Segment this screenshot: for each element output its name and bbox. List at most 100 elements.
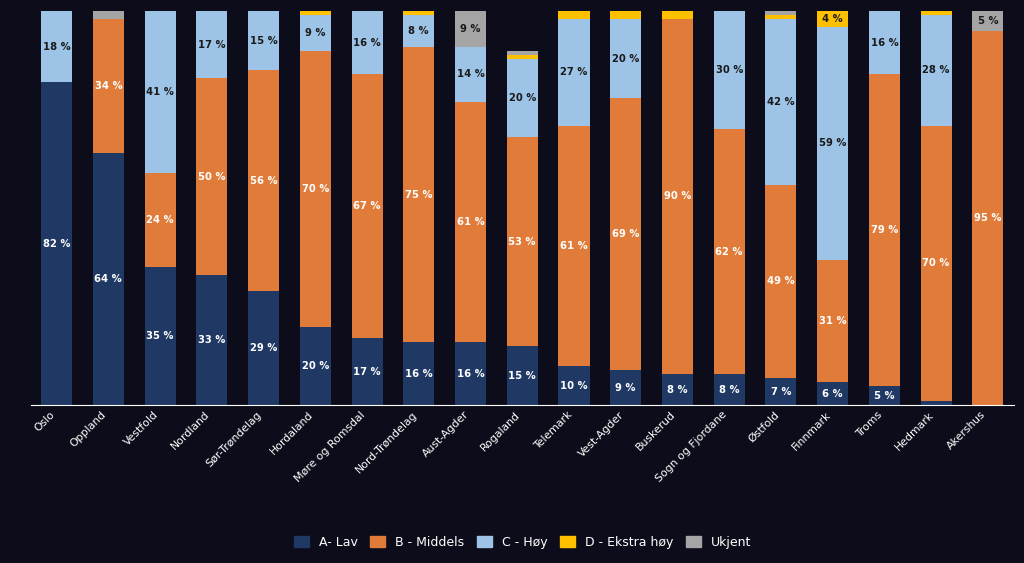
Text: 4 %: 4 % — [822, 14, 843, 24]
Bar — [973, 11, 1004, 31]
Bar — [765, 185, 797, 378]
Text: 34 %: 34 % — [94, 81, 122, 91]
Bar — [921, 401, 951, 405]
Text: 15 %: 15 % — [508, 371, 537, 381]
Bar — [662, 11, 693, 19]
Text: 5 %: 5 % — [978, 16, 998, 26]
Bar — [507, 55, 538, 59]
Text: 18 %: 18 % — [43, 42, 71, 52]
Bar — [351, 338, 383, 405]
Text: 6 %: 6 % — [822, 388, 843, 399]
Bar — [662, 19, 693, 374]
Bar — [144, 11, 175, 173]
Text: 61 %: 61 % — [457, 217, 484, 227]
Text: 20 %: 20 % — [509, 93, 536, 103]
Text: 16 %: 16 % — [870, 38, 898, 48]
Bar — [197, 11, 227, 78]
Text: 9 %: 9 % — [460, 24, 480, 34]
Text: 10 %: 10 % — [560, 381, 588, 391]
Bar — [610, 11, 641, 19]
Bar — [817, 382, 848, 405]
Text: 9 %: 9 % — [305, 28, 326, 38]
Bar — [610, 370, 641, 405]
Bar — [558, 366, 590, 405]
Text: 42 %: 42 % — [767, 97, 795, 107]
Text: 41 %: 41 % — [146, 87, 174, 97]
Bar — [765, 19, 797, 185]
Bar — [248, 70, 280, 291]
Bar — [455, 342, 486, 405]
Bar — [351, 74, 383, 338]
Text: 5 %: 5 % — [874, 391, 895, 400]
Bar — [817, 260, 848, 382]
Text: 70 %: 70 % — [923, 258, 950, 269]
Bar — [765, 378, 797, 405]
Bar — [403, 15, 434, 47]
Bar — [403, 342, 434, 405]
Bar — [558, 11, 590, 19]
Text: 20 %: 20 % — [612, 53, 639, 64]
Text: 56 %: 56 % — [250, 176, 278, 186]
Bar — [248, 11, 280, 70]
Text: 17 %: 17 % — [353, 367, 381, 377]
Text: 95 %: 95 % — [974, 213, 1001, 223]
Bar — [765, 15, 797, 19]
Bar — [197, 275, 227, 405]
Bar — [144, 173, 175, 267]
Bar — [921, 11, 951, 15]
Bar — [403, 11, 434, 15]
Bar — [921, 15, 951, 126]
Bar — [93, 153, 124, 405]
Bar — [351, 11, 383, 74]
Bar — [197, 78, 227, 275]
Bar — [507, 51, 538, 55]
Bar — [41, 82, 72, 405]
Bar — [610, 19, 641, 98]
Bar — [403, 47, 434, 342]
Bar — [558, 126, 590, 366]
Text: 70 %: 70 % — [302, 184, 329, 194]
Text: 27 %: 27 % — [560, 68, 588, 77]
Bar — [300, 11, 331, 15]
Text: 61 %: 61 % — [560, 241, 588, 251]
Bar — [714, 374, 744, 405]
Bar — [921, 126, 951, 401]
Bar — [248, 291, 280, 405]
Text: 33 %: 33 % — [198, 336, 225, 345]
Bar — [973, 31, 1004, 405]
Text: 35 %: 35 % — [146, 332, 174, 341]
Text: 69 %: 69 % — [612, 229, 639, 239]
Text: 59 %: 59 % — [819, 138, 847, 148]
Text: 8 %: 8 % — [719, 385, 739, 395]
Text: 15 %: 15 % — [250, 36, 278, 46]
Bar — [714, 11, 744, 129]
Bar — [817, 27, 848, 260]
Text: 53 %: 53 % — [509, 237, 536, 247]
Bar — [869, 74, 900, 386]
Bar — [662, 374, 693, 405]
Text: 90 %: 90 % — [664, 191, 691, 202]
Bar — [455, 47, 486, 102]
Bar — [507, 137, 538, 346]
Text: 64 %: 64 % — [94, 274, 122, 284]
Bar — [300, 327, 331, 405]
Bar — [300, 15, 331, 51]
Text: 49 %: 49 % — [767, 276, 795, 286]
Bar — [144, 267, 175, 405]
Text: 20 %: 20 % — [302, 361, 329, 371]
Text: 67 %: 67 % — [353, 202, 381, 211]
Text: 28 %: 28 % — [923, 65, 950, 75]
Bar — [507, 346, 538, 405]
Bar — [41, 11, 72, 82]
Text: 24 %: 24 % — [146, 215, 174, 225]
Text: 16 %: 16 % — [353, 38, 381, 48]
Text: 82 %: 82 % — [43, 239, 71, 249]
Legend: A- Lav, B - Middels, C - Høy, D - Ekstra høy, Ukjent: A- Lav, B - Middels, C - Høy, D - Ekstra… — [294, 536, 751, 549]
Bar — [507, 59, 538, 137]
Text: 14 %: 14 % — [457, 69, 484, 79]
Text: 8 %: 8 % — [409, 26, 429, 36]
Bar — [817, 11, 848, 27]
Bar — [869, 386, 900, 405]
Text: 30 %: 30 % — [716, 65, 742, 75]
Bar — [610, 98, 641, 370]
